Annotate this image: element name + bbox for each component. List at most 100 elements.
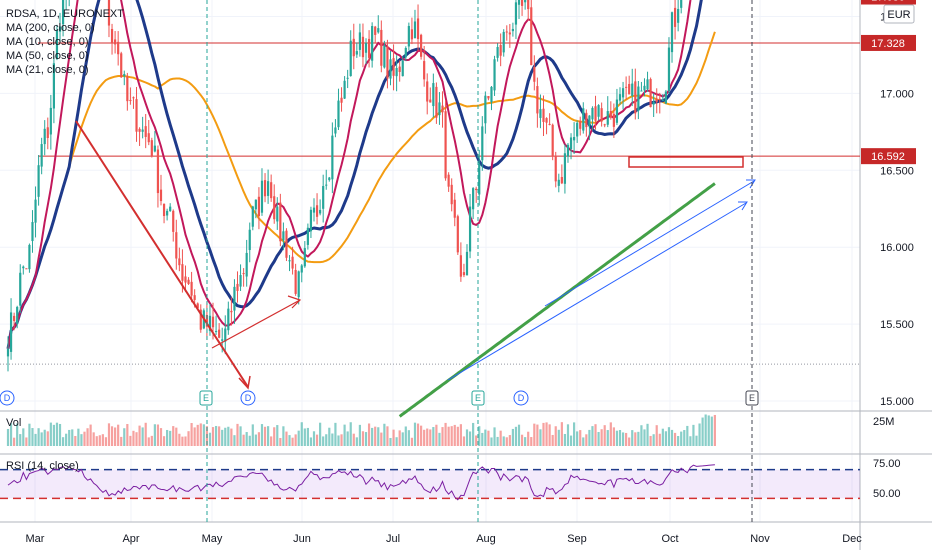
event-marker-label: E (749, 393, 755, 403)
volume-bar (407, 430, 410, 446)
volume-bar (337, 435, 340, 446)
volume-bar (110, 426, 114, 446)
candle (573, 137, 576, 141)
candle (533, 66, 536, 82)
price-label-badge (861, 34, 916, 51)
volume-bar (576, 431, 579, 446)
volume-bar (517, 424, 521, 446)
volume-bar (591, 426, 594, 446)
volume-bar (279, 437, 282, 446)
volume-bar (138, 425, 141, 446)
volume-bar (162, 436, 166, 446)
volume-bar (77, 428, 80, 446)
candle (655, 98, 658, 102)
y-tick-label: 17.000 (880, 88, 914, 100)
volume-bar (193, 427, 196, 446)
candle (309, 209, 313, 232)
volume-bar (98, 435, 101, 446)
candle (569, 137, 573, 150)
x-tick-label: Apr (122, 533, 139, 545)
volume-bar (441, 427, 444, 446)
volume-bar (625, 432, 628, 446)
volume-bar (233, 435, 236, 446)
ma-legend: MA (50, close, 0) (6, 50, 89, 62)
candle (435, 86, 438, 118)
earnings-marker (471, 390, 485, 406)
volume-bar (117, 424, 120, 446)
candle (190, 281, 193, 296)
volume-bar (713, 414, 716, 446)
volume-bar (612, 427, 615, 446)
event-marker-label: D (518, 393, 525, 403)
candle (594, 106, 597, 121)
candle (282, 231, 285, 241)
volume-bar (254, 434, 257, 446)
volume-bar (248, 435, 251, 446)
candle (628, 83, 631, 95)
candle (358, 32, 361, 50)
candle (389, 59, 392, 79)
volume-bar (542, 422, 545, 446)
volume-bar (166, 429, 169, 446)
candle (643, 85, 646, 91)
volume-bar (267, 426, 270, 446)
volume-bar (670, 429, 674, 446)
candle (144, 126, 147, 137)
candle (631, 83, 634, 96)
candle (426, 81, 429, 102)
symbol-title: RDSA, 1D, EURONEXT (6, 8, 124, 20)
candle (625, 86, 628, 88)
volume-bar (701, 417, 704, 446)
volume-bar (579, 430, 582, 446)
volume-bar (404, 426, 407, 446)
candle (361, 36, 365, 58)
volume-bar (346, 431, 349, 446)
volume-bar (31, 428, 34, 446)
candle (612, 113, 615, 127)
candle (530, 7, 533, 66)
candle (156, 149, 160, 194)
candle (423, 61, 426, 80)
volume-bar (300, 422, 303, 446)
candle (621, 88, 625, 98)
candle (386, 46, 389, 79)
candle (527, 0, 530, 10)
volume-bar (643, 429, 646, 446)
volume-bar (135, 432, 138, 446)
candle (652, 101, 655, 105)
event-marker-label: E (203, 393, 209, 403)
volume-bar (487, 430, 490, 446)
volume-bar (667, 427, 671, 446)
volume-bar (493, 427, 496, 446)
candle (331, 135, 334, 180)
candle (554, 156, 557, 182)
candle (107, 0, 111, 26)
candle (670, 12, 674, 53)
volume-bar (505, 437, 508, 446)
candle (22, 266, 25, 269)
candle (478, 163, 481, 195)
volume-bar (147, 437, 150, 446)
volume-bar (144, 422, 147, 446)
candle (126, 76, 129, 102)
volume-bar (615, 430, 619, 446)
candle (184, 276, 187, 283)
candle (236, 283, 239, 291)
volume-bar (371, 427, 374, 446)
x-tick-label: May (202, 533, 223, 545)
candle (6, 348, 10, 357)
trend-arrowhead (238, 375, 251, 390)
volume-bar (557, 429, 560, 446)
candle (334, 127, 337, 134)
volume-bar (420, 425, 423, 446)
candle (551, 124, 554, 156)
x-tick-label: Nov (750, 533, 770, 545)
volume-bar (352, 433, 355, 446)
volume-axis-label: 25M (873, 416, 894, 428)
volume-bar (652, 434, 655, 446)
volume-bar (9, 423, 13, 446)
candle (680, 0, 683, 8)
candle (291, 256, 294, 269)
candle (499, 45, 502, 56)
